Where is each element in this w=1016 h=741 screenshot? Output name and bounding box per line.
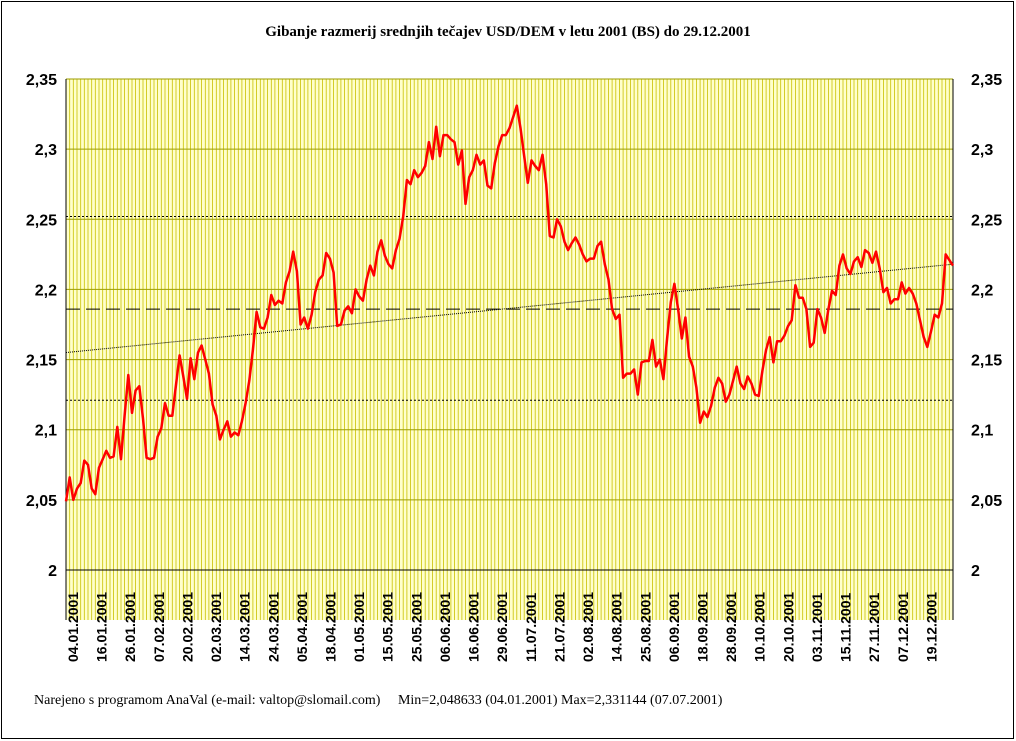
y-tick-label-left: 2 [48,563,57,580]
y-tick-label-left: 2,05 [26,493,57,510]
x-tick-label: 14.03.2001 [237,592,253,662]
x-tick-label: 03.11.2001 [809,592,825,662]
y-tick-label-left: 2,1 [35,423,57,440]
y-tick-label-left: 2,25 [26,212,57,229]
x-tick-label: 15.11.2001 [838,592,854,662]
y-tick-label-right: 2 [971,563,980,580]
x-tick-label: 20.10.2001 [780,592,796,662]
data-series-line [64,104,955,502]
x-tick-label: 06.06.2001 [437,592,453,662]
x-tick-label: 06.09.2001 [666,592,682,662]
y-tick-label-right: 2,2 [971,282,993,299]
x-tick-label: 02.08.2001 [580,592,596,662]
y-tick-label-right: 2,35 [971,72,1002,89]
x-tick-label: 15.05.2001 [380,592,396,662]
y-tick-label-right: 2,3 [971,142,993,159]
x-tick-label: 19.12.2001 [923,592,939,662]
x-tick-label: 28.09.2001 [723,592,739,662]
x-tick-label: 02.03.2001 [208,592,224,662]
x-tick-label: 25.08.2001 [637,592,653,662]
x-tick-label: 04.01.2001 [65,592,81,662]
x-tick-label: 05.04.2001 [294,592,310,662]
y-tick-label-right: 2,1 [971,423,993,440]
y-tick-label-left: 2,2 [35,282,57,299]
x-tick-label: 16.01.2001 [94,592,110,662]
y-tick-label-left: 2,3 [35,142,57,159]
x-tick-label: 11.07.2001 [523,592,539,662]
chart-title: Gibanje razmerij srednjih tečajev USD/DE… [265,24,751,40]
trend-line [65,263,954,354]
x-tick-label: 29.06.2001 [494,592,510,662]
y-tick-label-left: 2,15 [26,353,57,370]
x-tick-label: 07.02.2001 [151,592,167,662]
y-tick-label-right: 2,05 [971,493,1002,510]
x-tick-label: 01.05.2001 [351,592,367,662]
x-tick-label: 14.08.2001 [609,592,625,662]
chart-footer: Narejeno s programom AnaVal (e-mail: val… [34,693,723,708]
y-tick-label-right: 2,25 [971,212,1002,229]
x-tick-label: 26.01.2001 [122,592,138,662]
x-tick-label: 16.06.2001 [466,592,482,662]
x-tick-label: 20.02.2001 [180,592,196,662]
x-tick-label: 18.04.2001 [323,592,339,662]
x-tick-label: 27.11.2001 [866,592,882,662]
x-tick-label: 18.09.2001 [695,592,711,662]
x-tick-label: 21.07.2001 [551,592,567,662]
y-tick-label-left: 2,35 [26,72,57,89]
y-tick-label-right: 2,15 [971,353,1002,370]
x-tick-label: 24.03.2001 [265,592,281,662]
x-tick-label: 10.10.2001 [752,592,768,662]
x-tick-label: 07.12.2001 [895,592,911,662]
x-tick-label: 25.05.2001 [408,592,424,662]
